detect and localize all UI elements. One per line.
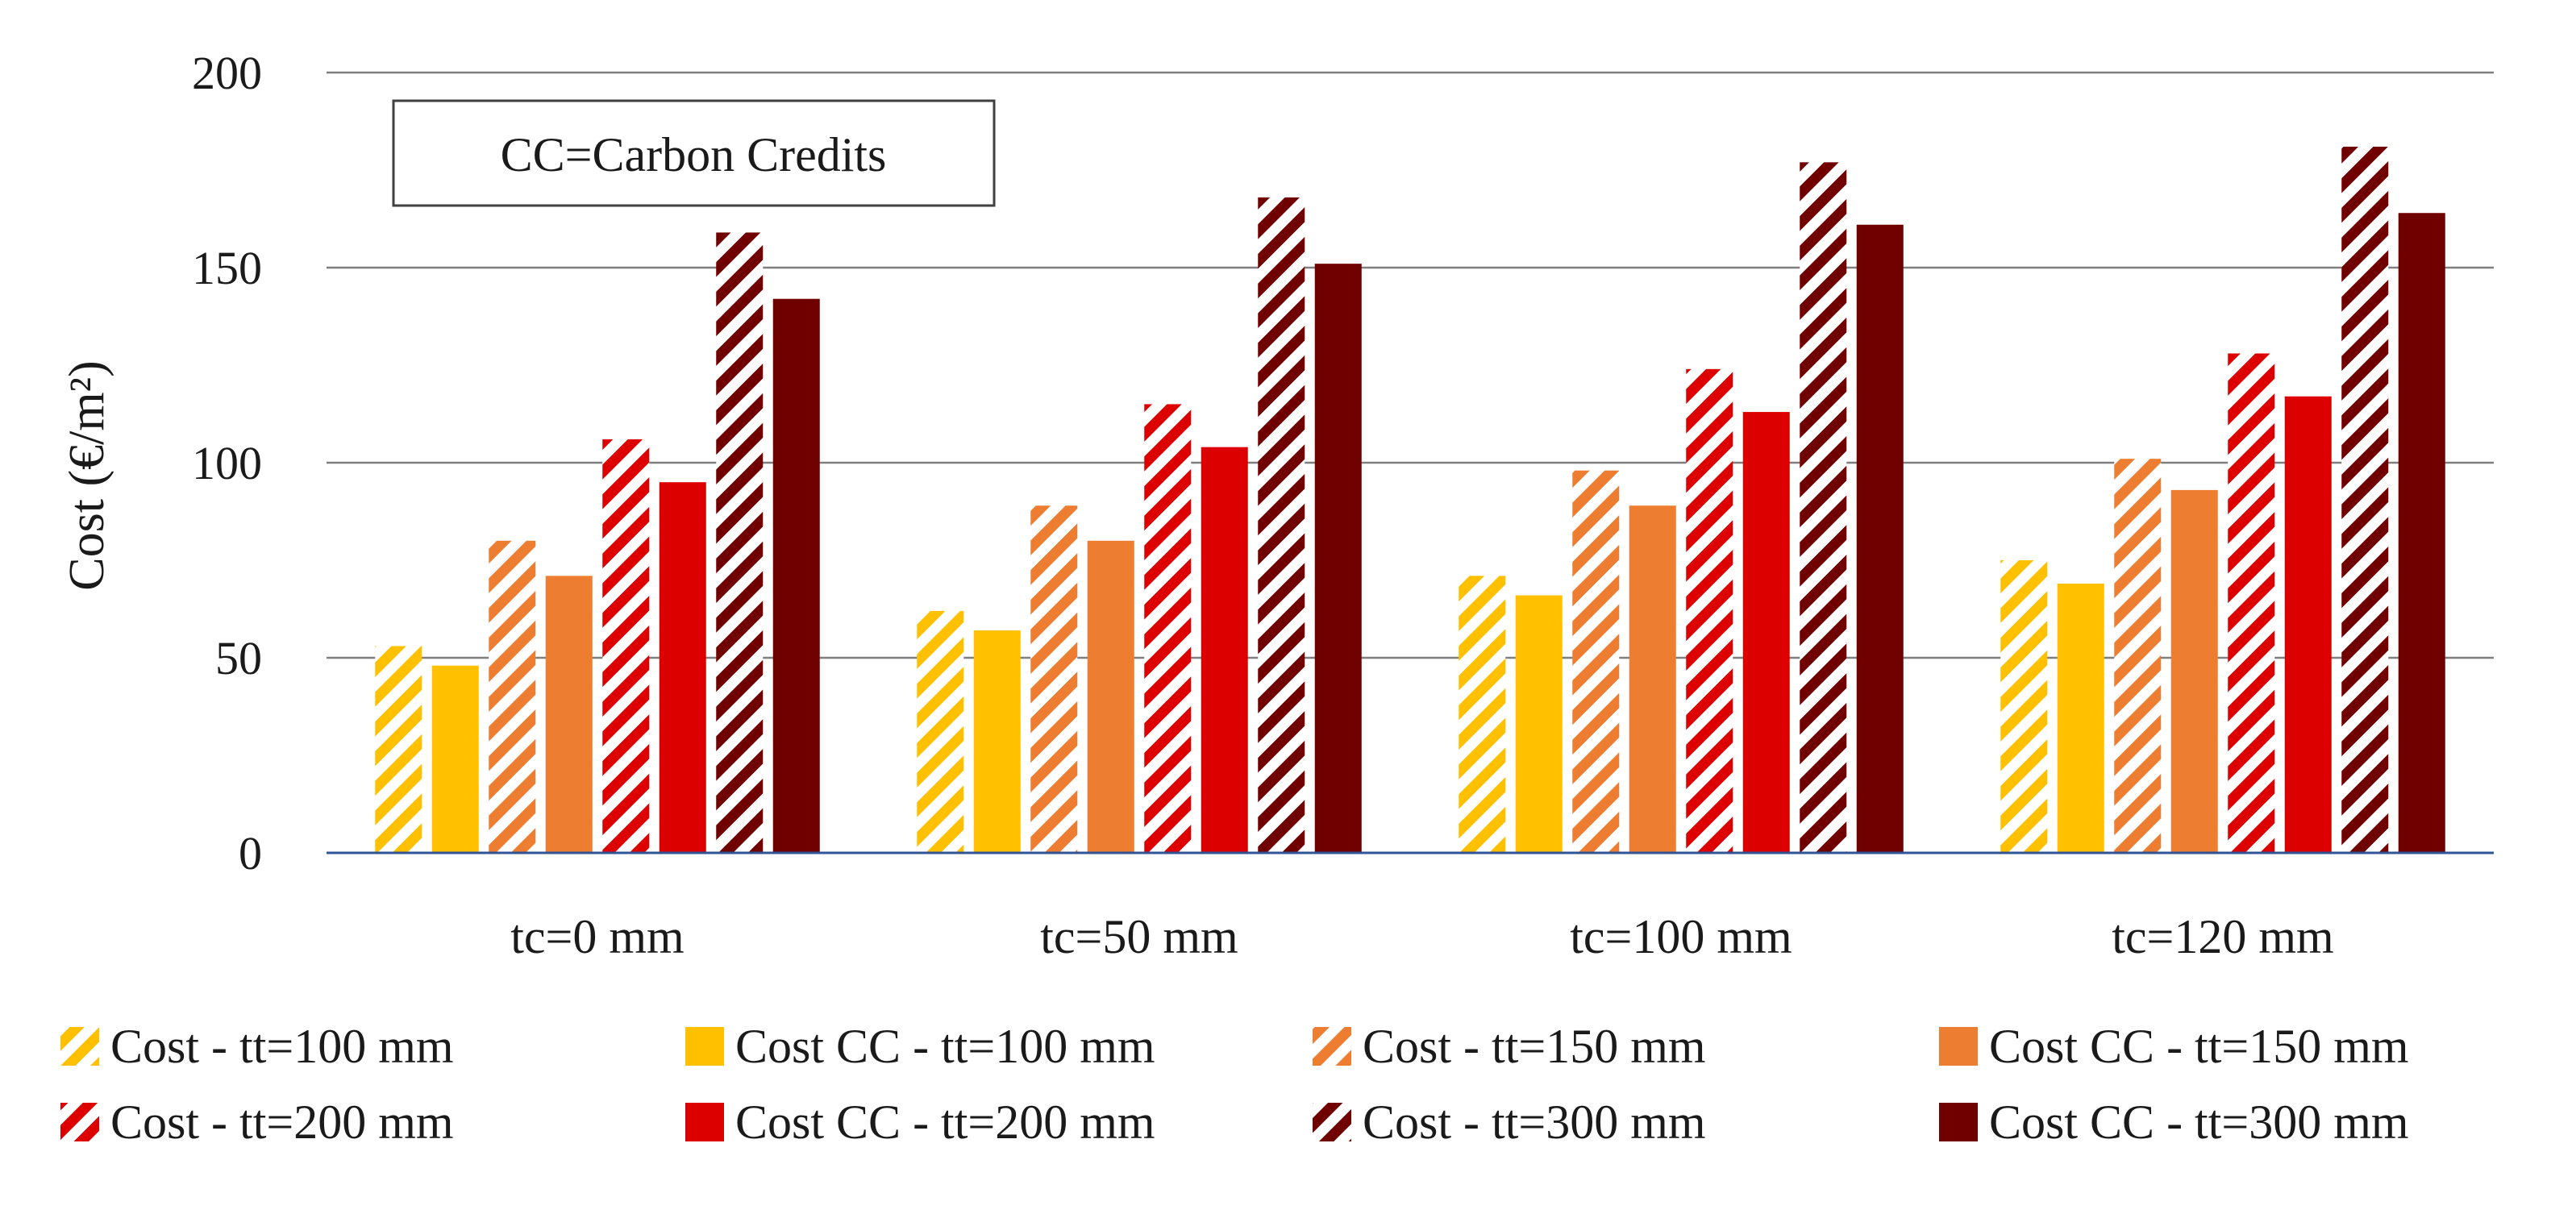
bar — [1258, 197, 1305, 853]
y-tick-label: 0 — [239, 827, 262, 879]
bar — [2057, 584, 2104, 853]
annotation-box: CC=Carbon Credits — [392, 99, 996, 207]
x-category-label: tc=0 mm — [510, 910, 684, 963]
legend-label: Cost CC - tt=150 mm — [1989, 1020, 2409, 1073]
y-tick-label: 100 — [192, 437, 262, 489]
x-category-label: tc=100 mm — [1570, 910, 1792, 963]
bar — [716, 232, 764, 853]
legend-swatch — [1939, 1103, 1978, 1141]
bar — [2114, 459, 2162, 853]
legend-label: Cost CC - tt=100 mm — [735, 1020, 1155, 1073]
y-tick-label: 150 — [192, 242, 262, 294]
y-tick-label: 200 — [192, 47, 262, 99]
legend-label: Cost CC - tt=300 mm — [1989, 1096, 2409, 1149]
bar — [2170, 489, 2218, 853]
bar — [917, 610, 964, 853]
annotation-text: CC=Carbon Credits — [501, 128, 887, 181]
bar — [1201, 447, 1248, 853]
bar — [1572, 470, 1620, 853]
bar — [2000, 560, 2048, 853]
legend-item: Cost - tt=100 mm — [60, 1020, 454, 1073]
legend-swatch — [1313, 1027, 1351, 1066]
legend-label: Cost - tt=300 mm — [1363, 1096, 1706, 1149]
bar — [1800, 162, 1847, 853]
bar — [772, 298, 820, 854]
legend-label: Cost - tt=150 mm — [1363, 1020, 1706, 1073]
bar — [2398, 213, 2445, 853]
legend-swatch — [1313, 1103, 1351, 1141]
bar — [489, 540, 536, 853]
bar — [431, 665, 479, 853]
legend-item: Cost CC - tt=200 mm — [685, 1096, 1155, 1149]
y-tick-label: 50 — [215, 632, 262, 684]
bars — [375, 146, 2445, 854]
y-axis-ticks: 0 50 100 150 200 — [192, 47, 262, 879]
legend-swatch — [60, 1027, 99, 1066]
legend-label: Cost - tt=100 mm — [110, 1020, 454, 1073]
bar — [1742, 412, 1790, 854]
legend-swatch — [60, 1103, 99, 1141]
bar — [375, 646, 422, 853]
legend-swatch — [685, 1027, 724, 1066]
bar — [1856, 224, 1904, 853]
bar — [1314, 264, 1362, 853]
bar — [2341, 146, 2389, 853]
legend-swatch — [1939, 1027, 1978, 1066]
legend: Cost - tt=100 mm Cost CC - tt=100 mm Cost … — [60, 1020, 2409, 1149]
legend-label: Cost CC - tt=200 mm — [735, 1096, 1155, 1149]
legend-item: Cost CC - tt=100 mm — [685, 1020, 1155, 1073]
bar — [545, 576, 593, 853]
bar — [1144, 404, 1192, 853]
bar — [1515, 595, 1563, 853]
bar — [602, 439, 650, 853]
x-category-label: tc=120 mm — [2112, 910, 2333, 963]
bar — [1686, 368, 1733, 854]
bar — [1087, 540, 1134, 853]
legend-label: Cost - tt=200 mm — [110, 1096, 454, 1149]
bar — [1459, 576, 1506, 853]
legend-item: Cost - tt=150 mm — [1313, 1020, 1706, 1073]
legend-item: Cost CC - tt=300 mm — [1939, 1096, 2409, 1149]
y-axis-label: Cost (€/m²) — [60, 360, 114, 591]
x-axis-categories: tc=0 mm tc=50 mm tc=100 mm tc=120 mm — [510, 910, 2333, 963]
bar — [2228, 353, 2275, 854]
bar — [659, 482, 706, 853]
bar — [1030, 505, 1078, 853]
bar — [1629, 505, 1676, 853]
legend-item: Cost CC - tt=150 mm — [1939, 1020, 2409, 1073]
x-category-label: tc=50 mm — [1040, 910, 1238, 963]
legend-item: Cost - tt=200 mm — [60, 1096, 454, 1149]
bar — [973, 630, 1021, 853]
legend-item: Cost - tt=300 mm — [1313, 1096, 1706, 1149]
bar — [2284, 396, 2332, 854]
legend-swatch — [685, 1103, 724, 1141]
